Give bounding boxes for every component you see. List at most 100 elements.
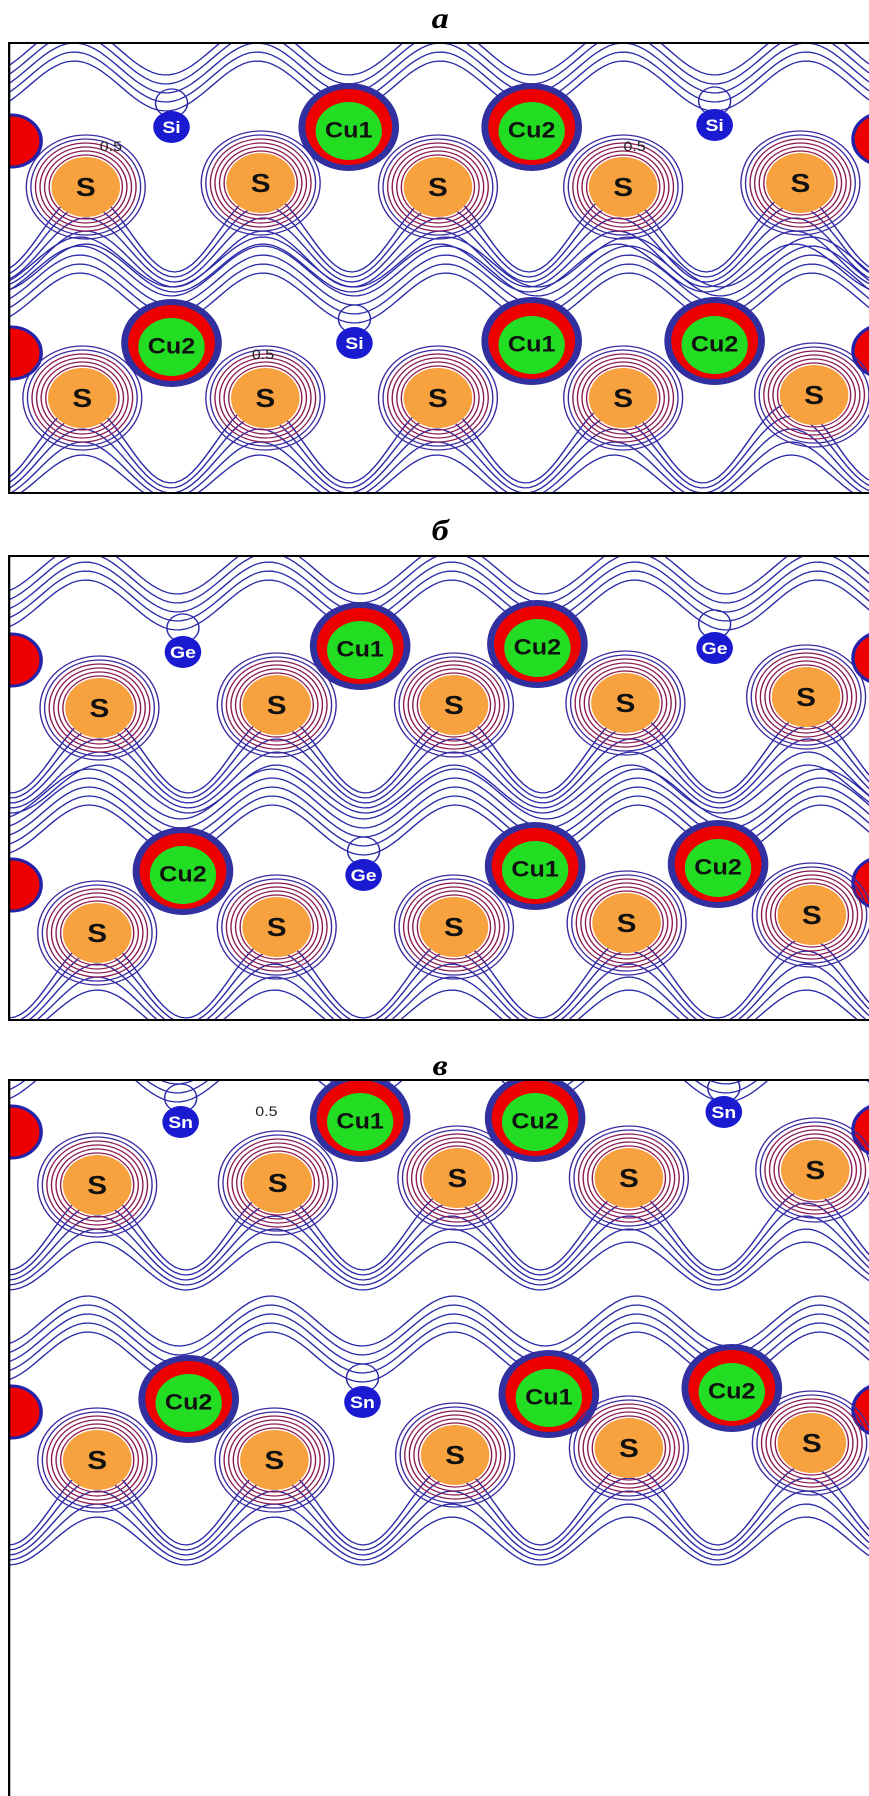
- contour: [582, 1137, 676, 1219]
- contour: [759, 1121, 869, 1219]
- atom-s: [588, 157, 658, 217]
- contour: [214, 142, 308, 224]
- contour: [217, 1130, 338, 1236]
- edge-atom: [9, 113, 43, 169]
- atom-label: S: [265, 1446, 285, 1475]
- contour: [59, 1427, 135, 1493]
- atom-s: [62, 1155, 132, 1215]
- atom-s: [62, 903, 132, 963]
- contour: [580, 882, 674, 964]
- contour: [9, 1215, 869, 1281]
- atom-label: Si: [705, 115, 723, 135]
- atom-label: S: [267, 691, 287, 720]
- atom-cu: [698, 1363, 765, 1421]
- contour: [218, 357, 312, 439]
- atom-label: Cu1: [336, 1110, 384, 1134]
- contour: [769, 878, 854, 952]
- contour: [55, 896, 140, 970]
- contour: [9, 764, 869, 814]
- atom-s: [594, 1148, 664, 1208]
- contour: [398, 656, 510, 754]
- atom-label: Cu2: [511, 1110, 559, 1134]
- contour: [37, 1407, 158, 1513]
- atom-cu: [149, 846, 217, 904]
- atom-s: [419, 675, 489, 735]
- atom-label: S: [87, 1446, 107, 1475]
- contour: [216, 874, 337, 980]
- contour: [582, 1407, 676, 1489]
- contour: [763, 150, 838, 216]
- atom-label: S: [268, 1169, 288, 1198]
- contour: [566, 870, 687, 976]
- contour: [9, 738, 869, 804]
- contour: [43, 150, 128, 224]
- atom-label: Ge: [170, 642, 196, 662]
- atom-cu: [498, 102, 565, 160]
- contour: [760, 870, 863, 960]
- contour: [415, 1141, 500, 1215]
- contour: [585, 154, 661, 220]
- contour: [50, 892, 144, 974]
- contour: [9, 43, 869, 85]
- contour: [200, 130, 321, 236]
- contour: [399, 1406, 511, 1504]
- contour: [9, 1080, 869, 1103]
- atom-cu: [501, 841, 569, 899]
- contour: [407, 664, 501, 746]
- contour: [57, 671, 142, 745]
- contour: [573, 1129, 685, 1227]
- atom-label: S: [619, 1434, 639, 1463]
- contour: [585, 365, 661, 431]
- atom-label: Cu1: [325, 119, 373, 143]
- contour: [774, 882, 850, 948]
- contour: [397, 1125, 518, 1231]
- atom-s: [780, 1140, 850, 1200]
- atom-label: S: [619, 1164, 639, 1193]
- contour: [402, 660, 505, 750]
- contour: [55, 1148, 140, 1222]
- atom-label: S: [804, 381, 824, 410]
- panel: Ge Cu1 Cu2 Ge S S S S S Cu2 Ge Cu1 Cu2 S S S S S: [9, 556, 869, 1020]
- contour: [386, 353, 489, 443]
- contour: [9, 751, 869, 809]
- contour: [753, 342, 869, 448]
- atom-label: S: [255, 384, 275, 413]
- contour: [575, 878, 678, 968]
- contour: [563, 134, 684, 240]
- contour: [22, 345, 143, 451]
- contour: [9, 245, 869, 297]
- atom-s: [65, 678, 134, 738]
- atom-label: S: [267, 913, 287, 942]
- contour: [377, 345, 499, 451]
- edge-atom: [851, 114, 869, 164]
- atom-s: [420, 1425, 490, 1485]
- contour: [26, 349, 138, 447]
- contour: [574, 658, 677, 748]
- atom-label: S: [445, 1441, 465, 1470]
- contour: [416, 894, 492, 960]
- atom-cu: [498, 316, 565, 374]
- atom-s: [423, 1148, 492, 1208]
- atom-small: [696, 109, 733, 141]
- edge-atom: [9, 325, 43, 381]
- atom-s: [766, 153, 835, 213]
- contour: [9, 1241, 869, 1291]
- contour: [227, 365, 303, 431]
- contour: [39, 655, 160, 761]
- contour: [412, 668, 496, 742]
- contour: [755, 1117, 869, 1223]
- contour: [9, 428, 869, 493]
- contour: [402, 882, 505, 972]
- contour: [406, 1133, 509, 1223]
- contour-label: 0.5: [623, 139, 645, 155]
- contour-label: 0.5: [252, 347, 274, 363]
- contour: [218, 146, 303, 220]
- atom-label: S: [90, 694, 110, 723]
- atom-label: Sn: [350, 1392, 375, 1412]
- contour: [751, 1390, 869, 1496]
- atom-s: [62, 1430, 132, 1490]
- contour: [227, 1419, 321, 1501]
- contour: [232, 1423, 317, 1497]
- atom-label: S: [251, 169, 271, 198]
